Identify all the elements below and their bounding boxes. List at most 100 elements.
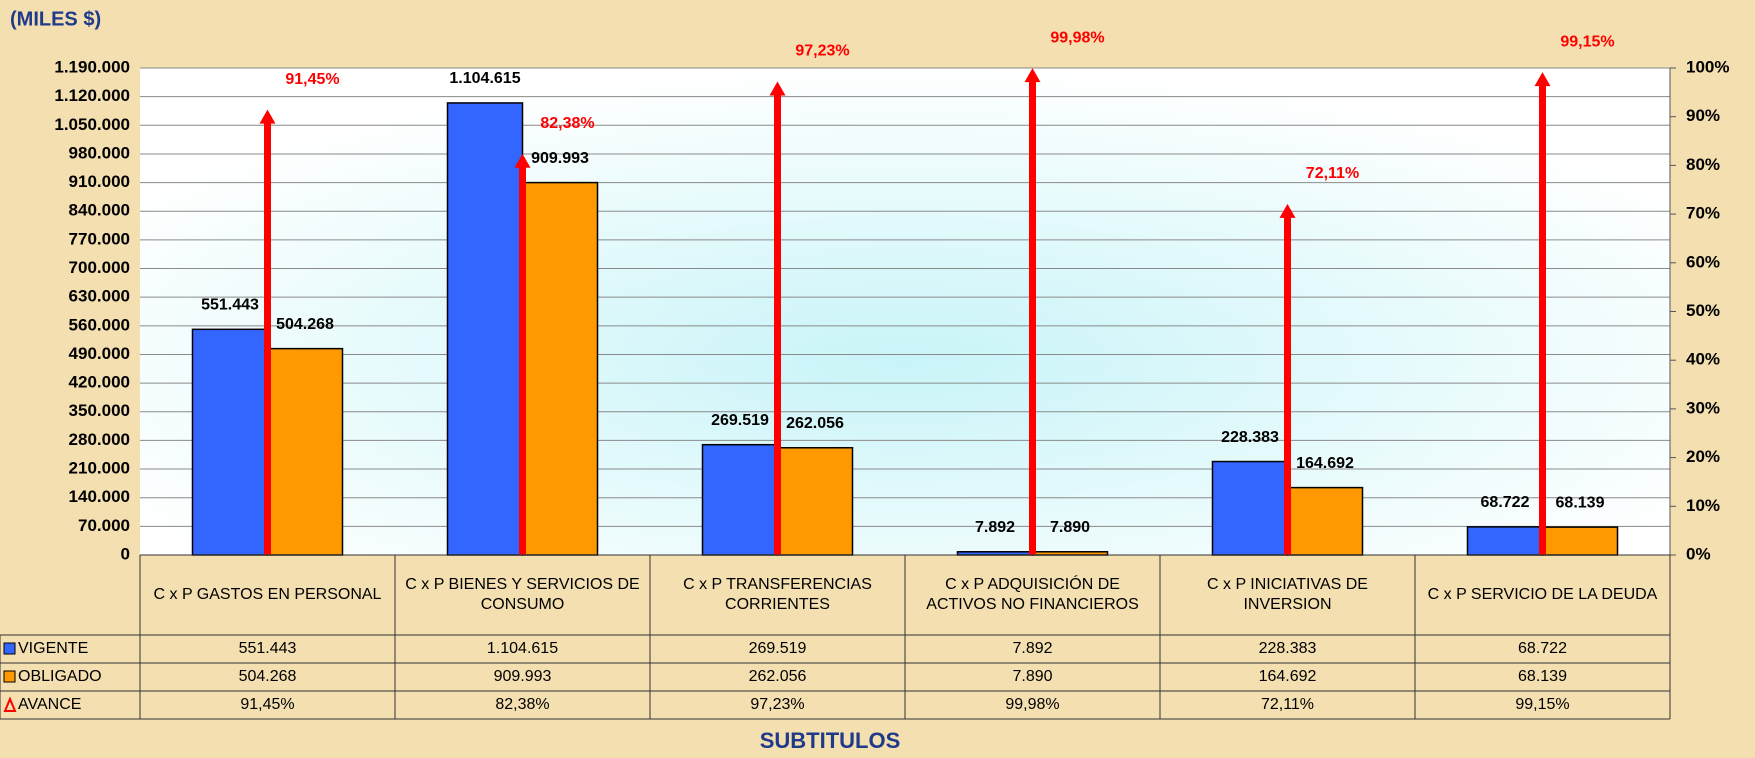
y-tick-label: 840.000 <box>69 201 130 220</box>
data-label: 269.519 <box>711 412 769 429</box>
table-value: 99,98% <box>1005 696 1059 713</box>
y2-tick-label: 60% <box>1686 252 1720 271</box>
arrow <box>1279 203 1296 555</box>
bar <box>1286 486 1364 556</box>
data-label: 99,15% <box>1560 33 1614 50</box>
y-tick-label: 210.000 <box>69 459 130 478</box>
y-tick-label: 1.120.000 <box>54 86 130 105</box>
y2-tick-label: 90% <box>1686 106 1720 125</box>
y2-tick-label: 100% <box>1686 57 1729 76</box>
x-tick-label: C x P TRANSFERENCIAS CORRIENTES <box>683 576 872 613</box>
table-value: 551.443 <box>239 640 297 657</box>
y2-tick-label: 40% <box>1686 350 1720 369</box>
y2-tick-label: 10% <box>1686 496 1720 515</box>
table-value: 68.722 <box>1518 640 1567 657</box>
y-tick-label: 980.000 <box>69 143 130 162</box>
data-label: 82,38% <box>540 115 594 132</box>
category-cell: C x P TRANSFERENCIAS CORRIENTES <box>683 576 872 613</box>
x-tick-label: C x P BIENES Y SERVICIOS DE CONSUMO <box>405 576 640 613</box>
table-value: 7.890 <box>1012 668 1052 685</box>
y-tick-label: 350.000 <box>69 401 130 420</box>
table-value: 504.268 <box>239 668 297 685</box>
y-tick-label: 490.000 <box>69 344 130 363</box>
data-label: 164.692 <box>1296 455 1354 472</box>
legend-key <box>3 696 17 712</box>
bar <box>266 347 344 556</box>
bar <box>776 447 854 556</box>
table-value: 68.139 <box>1518 668 1567 685</box>
y-tick-label: 1.050.000 <box>54 115 130 134</box>
y2-tick-label: 0% <box>1686 544 1711 563</box>
category-cell: C x P ADQUISICIÓN DE ACTIVOS NO FINANCIE… <box>926 576 1139 613</box>
bar <box>1541 526 1619 556</box>
legend-label: AVANCE <box>18 696 81 713</box>
x-tick-label: C x P SERVICIO DE LA DEUDA <box>1427 586 1658 603</box>
legend-label: VIGENTE <box>18 640 88 657</box>
y-tick-label: 420.000 <box>69 373 130 392</box>
plot-area <box>140 68 1670 555</box>
legend-key <box>3 670 16 683</box>
x-axis-label: SUBTITULOS <box>760 728 901 753</box>
arrow <box>259 109 276 555</box>
y-tick-label: 70.000 <box>78 516 130 535</box>
legend-key <box>3 642 16 655</box>
y-axis-label: (MILES $) <box>10 8 101 30</box>
table-value: 164.692 <box>1259 668 1317 685</box>
table-value: 228.383 <box>1259 640 1317 657</box>
data-label: 7.892 <box>975 519 1015 536</box>
y-tick-label: 140.000 <box>69 487 130 506</box>
data-label: 7.890 <box>1050 519 1090 536</box>
arrow <box>1534 72 1551 555</box>
y-tick-label: 560.000 <box>69 315 130 334</box>
data-label: 91,45% <box>285 71 339 88</box>
data-label: 228.383 <box>1221 429 1279 446</box>
category-cell: C x P SERVICIO DE LA DEUDA <box>1427 586 1658 603</box>
data-label: 68.139 <box>1556 494 1605 511</box>
y-tick-label: 770.000 <box>69 229 130 248</box>
table-value: 72,11% <box>1261 696 1314 713</box>
category-cell: C x P INICIATIVAS DE INVERSION <box>1207 576 1368 613</box>
bar <box>446 102 524 556</box>
x-tick-label: C x P ADQUISICIÓN DE ACTIVOS NO FINANCIE… <box>926 576 1139 613</box>
arrow-head <box>769 81 786 96</box>
y-tick-label: 280.000 <box>69 430 130 449</box>
table-value: 7.892 <box>1012 640 1052 657</box>
y2-tick-label: 20% <box>1686 447 1720 466</box>
arrow-head <box>1024 68 1041 83</box>
y2-tick-label: 70% <box>1686 204 1720 223</box>
arrow <box>769 81 786 555</box>
y-tick-label: 700.000 <box>69 258 130 277</box>
table-value: 97,23% <box>750 696 804 713</box>
data-label: 68.722 <box>1481 494 1530 511</box>
legend-label: OBLIGADO <box>18 668 102 685</box>
arrow-head <box>1534 72 1551 87</box>
y-tick-label: 0 <box>121 544 130 563</box>
x-tick-label: C x P INICIATIVAS DE INVERSION <box>1207 576 1368 613</box>
arrow-head <box>259 109 276 124</box>
table-value: 262.056 <box>749 668 807 685</box>
y2-tick-label: 30% <box>1686 398 1720 417</box>
data-label: 551.443 <box>201 297 259 314</box>
arrow-head <box>1279 203 1296 218</box>
x-tick-label: C x P GASTOS EN PERSONAL <box>153 586 382 603</box>
arrow-head <box>514 153 531 168</box>
bar <box>191 328 269 556</box>
y-tick-label: 910.000 <box>69 172 130 191</box>
data-label: 1.104.615 <box>449 70 520 87</box>
arrow <box>514 153 531 555</box>
y-tick-label: 630.000 <box>69 287 130 306</box>
table-value: 82,38% <box>495 696 549 713</box>
y2-tick-label: 80% <box>1686 155 1720 174</box>
arrow <box>1024 68 1041 555</box>
table-value: 1.104.615 <box>487 640 558 657</box>
data-label: 909.993 <box>531 150 589 167</box>
bar <box>521 181 599 556</box>
table-value: 909.993 <box>494 668 552 685</box>
bar <box>1211 460 1289 556</box>
data-label: 99,98% <box>1050 29 1104 46</box>
table-value: 91,45% <box>240 696 294 713</box>
category-cell: C x P GASTOS EN PERSONAL <box>153 586 382 603</box>
category-cell: C x P BIENES Y SERVICIOS DE CONSUMO <box>405 576 640 613</box>
data-label: 504.268 <box>276 316 334 333</box>
